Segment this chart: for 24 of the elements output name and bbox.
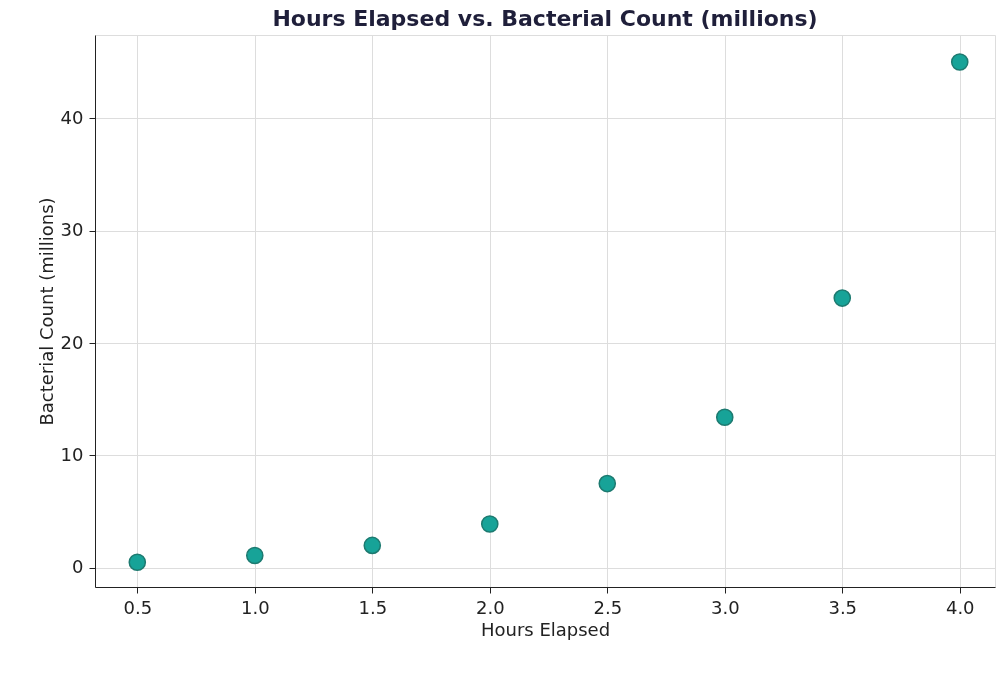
y-tick-label: 10 (60, 443, 84, 465)
x-tick-label: 2.0 (475, 596, 505, 618)
point (480, 515, 499, 533)
x-tick-label: 1.0 (240, 596, 270, 618)
y-tick-label: 20 (60, 331, 84, 353)
x-tick-label: 1.5 (358, 596, 388, 618)
x-tick-label: 2.5 (593, 596, 623, 618)
chart-title: Hours Elapsed vs. Bacterial Count (millions) (272, 6, 818, 31)
x-tick-label: 3.5 (828, 596, 858, 618)
y-axis-title: Bacterial Count (millions) (35, 197, 57, 426)
point (363, 536, 382, 555)
point (950, 53, 969, 71)
y-tick-label: 30 (60, 219, 84, 241)
point (833, 289, 852, 307)
y-tick-label: 0 (72, 556, 84, 578)
y-tick-label: 40 (60, 106, 84, 128)
point (598, 474, 617, 493)
x-tick-label: 3.0 (710, 596, 740, 618)
x-tick-label: 0.5 (123, 596, 153, 618)
point (128, 553, 147, 572)
point (245, 546, 264, 565)
x-axis-title: Hours Elapsed (480, 618, 611, 640)
point (715, 408, 734, 427)
x-tick-label: 4.0 (945, 596, 975, 618)
